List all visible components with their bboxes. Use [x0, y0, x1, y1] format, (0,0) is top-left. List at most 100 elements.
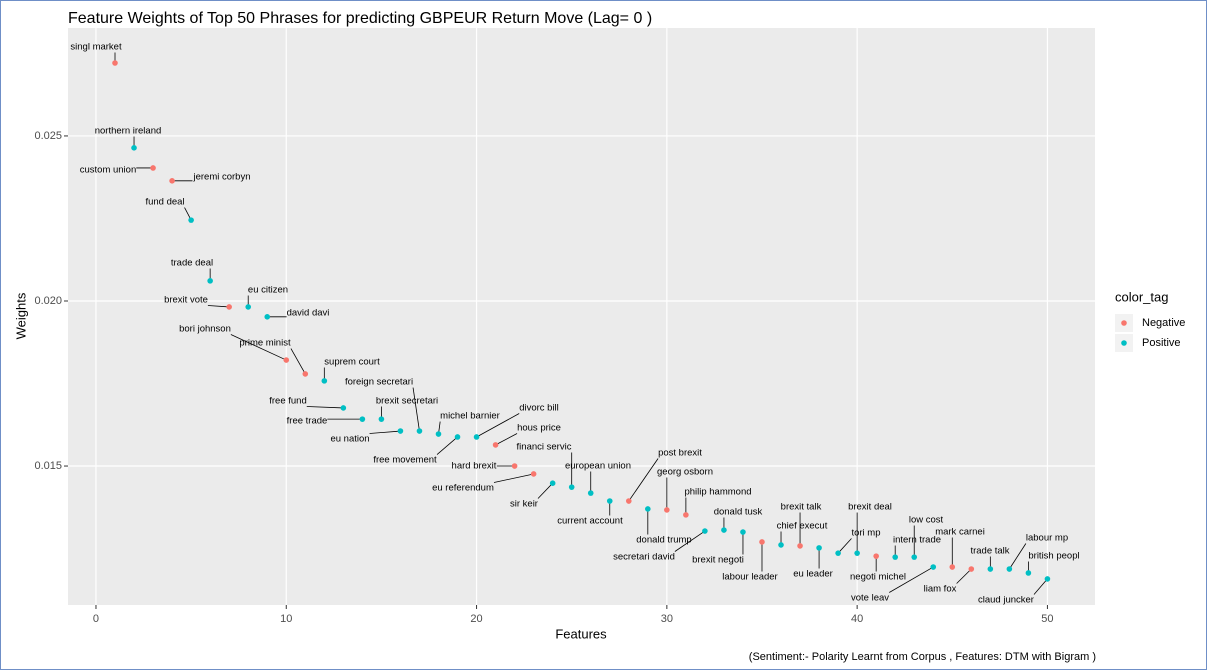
point-label: liam fox [924, 584, 957, 595]
point [587, 490, 594, 496]
point-label: free movement [373, 455, 437, 466]
point [1006, 566, 1013, 572]
point-label: eu citizen [248, 285, 288, 296]
point-label: tori mp [851, 528, 880, 539]
point-label: brexit secretari [376, 396, 438, 407]
point [511, 463, 518, 469]
point-label: philip hammond [684, 487, 751, 498]
point-label: free fund [269, 396, 307, 407]
leader-line [207, 305, 230, 308]
point-label: eu nation [330, 434, 369, 445]
point-label: suprem court [324, 357, 380, 368]
point-label: foreign secretari [345, 377, 413, 388]
point-label: georg osborn [657, 467, 713, 478]
point [131, 145, 137, 151]
y-tick-label: 0.020 [34, 295, 62, 307]
x-tick-label: 10 [280, 613, 292, 625]
point-label: trade deal [171, 258, 213, 269]
point [645, 506, 651, 512]
point [759, 539, 765, 545]
leader-line [674, 530, 706, 552]
point [568, 484, 575, 490]
leader-line [306, 406, 344, 409]
point-label: free trade [287, 416, 328, 427]
point [816, 545, 822, 551]
point-label: post brexit [658, 448, 702, 459]
point-label: singl market [70, 42, 122, 53]
point [606, 498, 613, 504]
point-label: european union [565, 461, 631, 472]
point-label: trade talk [970, 546, 1009, 557]
point [625, 498, 632, 504]
leader-line [537, 482, 553, 499]
point-label: hous price [517, 423, 561, 434]
y-tick-label: 0.025 [34, 130, 62, 142]
point [987, 566, 994, 572]
leader-line [956, 568, 972, 584]
point-label: current account [557, 516, 623, 527]
point [968, 566, 975, 572]
legend-label: Positive [1142, 337, 1181, 349]
point-label: brexit vote [164, 295, 208, 306]
point [911, 554, 918, 560]
plot-panel [68, 28, 1095, 605]
point [207, 278, 213, 284]
leader-line [628, 458, 659, 502]
point [683, 512, 689, 518]
point [188, 217, 194, 223]
legend-marker [1121, 340, 1127, 346]
point [283, 357, 290, 363]
point [854, 550, 860, 556]
x-axis-title: Features [555, 626, 607, 641]
point-label: negoti michel [850, 572, 906, 583]
point-label: labour mp [1026, 533, 1068, 544]
y-axis-title: Weights [13, 292, 28, 339]
leader-line [476, 413, 520, 438]
point [492, 442, 499, 448]
point [378, 416, 385, 422]
point-label: northern ireland [95, 126, 162, 137]
point [1044, 576, 1051, 582]
x-tick-label: 50 [1041, 613, 1053, 625]
point [892, 554, 898, 560]
point-label: low cost [909, 515, 944, 526]
point-label: jeremi corbyn [192, 172, 250, 183]
x-tick-label: 30 [661, 613, 673, 625]
chart-title: Feature Weights of Top 50 Phrases for pr… [68, 10, 652, 27]
x-tick-label: 0 [93, 613, 99, 625]
point [321, 378, 328, 384]
point-label: eu leader [793, 569, 833, 580]
point-label: sir keir [510, 499, 538, 510]
point [530, 471, 537, 477]
point [245, 304, 252, 310]
leader-line [837, 538, 852, 554]
point-label: donald trump [636, 535, 691, 546]
point-label: intern trade [893, 535, 941, 546]
legend-title: color_tag [1115, 289, 1168, 304]
point [473, 434, 480, 440]
leader-line [412, 387, 420, 432]
x-tick-label: 20 [470, 613, 482, 625]
leader-line [493, 473, 534, 483]
point [169, 178, 175, 184]
point-label: donald tusk [714, 507, 763, 518]
point-label: mark carnei [935, 527, 985, 538]
leader-line [889, 566, 934, 593]
point [112, 60, 118, 66]
point-label: hard brexit [452, 461, 497, 472]
point-label: labour leader [722, 572, 777, 583]
point [226, 304, 232, 310]
point-label: michel barnier [440, 411, 500, 422]
point [930, 564, 937, 570]
point-label: brexit deal [848, 502, 892, 513]
point-label: prime minist [239, 338, 291, 349]
point [435, 431, 442, 437]
legend-marker [1121, 320, 1127, 326]
point [1025, 570, 1032, 576]
leader-line [436, 436, 458, 455]
point [702, 528, 708, 534]
point-label: custom union [80, 165, 137, 176]
point-label: brexit negoti [692, 555, 744, 566]
point [150, 165, 156, 171]
point [664, 507, 670, 513]
